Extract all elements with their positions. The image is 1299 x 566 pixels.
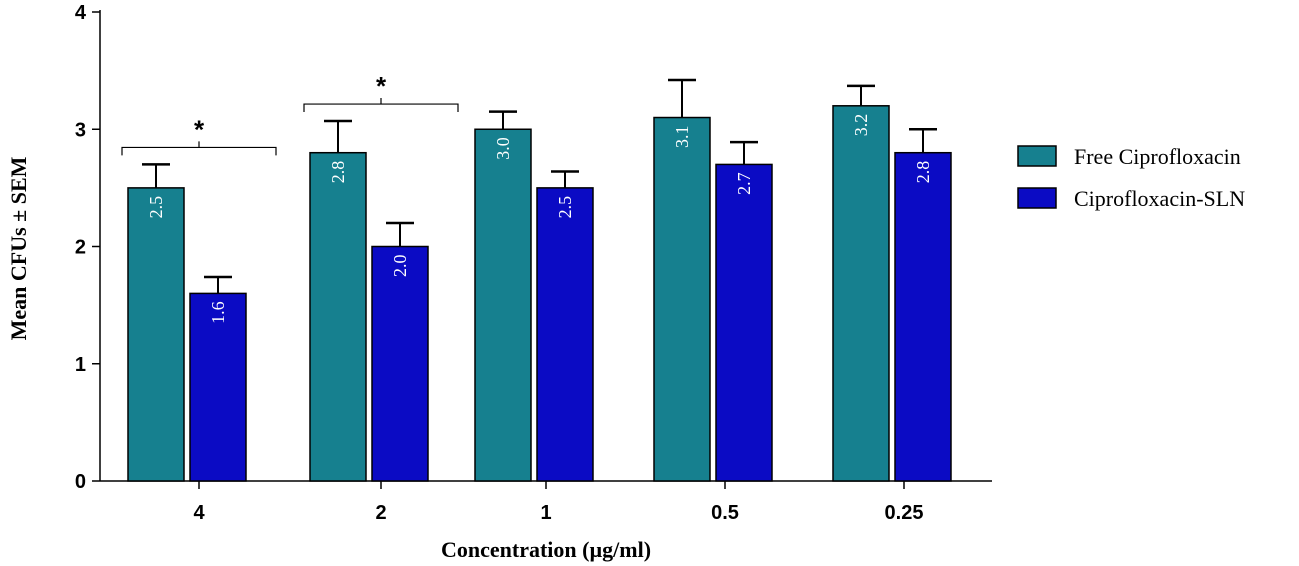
bar-free-ciprofloxacin [309, 151, 367, 482]
significance-bracket [121, 141, 277, 156]
legend-label: Ciprofloxacin-SLN [1074, 186, 1245, 211]
bar-value-label: 2.8 [328, 161, 348, 184]
bar-ciprofloxacin-sln [715, 163, 773, 482]
bar-value-label: 2.8 [913, 161, 933, 184]
bar-value-label: 2.0 [390, 255, 410, 278]
bar-value-label: 1.6 [208, 301, 228, 324]
significance-marker: * [376, 71, 387, 101]
bar-free-ciprofloxacin [127, 187, 185, 482]
bar-value-label: 2.7 [734, 172, 754, 195]
bar-ciprofloxacin-sln [371, 245, 429, 482]
bar-value-label: 2.5 [146, 196, 166, 219]
bar-value-label: 2.5 [555, 196, 575, 219]
x-tick-label: 2 [375, 502, 386, 524]
legend-swatch-ciprofloxacin-sln [1017, 187, 1057, 209]
y-tick-label: 1 [75, 354, 86, 376]
bar-value-label: 3.0 [493, 137, 513, 160]
x-axis-title: Concentration (µg/ml) [441, 537, 651, 562]
bar-value-label: 3.2 [851, 114, 871, 137]
legend-label: Free Ciprofloxacin [1074, 144, 1241, 169]
x-tick-label: 4 [193, 502, 205, 524]
y-tick-label: 4 [75, 2, 87, 24]
bar-value-label: 3.1 [672, 126, 692, 148]
bar-ciprofloxacin-sln [894, 151, 952, 482]
x-tick-label: 1 [540, 502, 551, 524]
bar-ciprofloxacin-sln [189, 292, 247, 482]
y-tick-label: 0 [75, 471, 86, 493]
y-tick-label: 2 [75, 237, 86, 259]
bar-free-ciprofloxacin [832, 105, 890, 482]
y-tick-label: 3 [75, 119, 86, 141]
legend-swatch-free-ciprofloxacin [1017, 145, 1057, 167]
x-tick-label: 0.25 [885, 502, 924, 524]
significance-marker: * [194, 114, 205, 144]
x-tick-label: 0.5 [711, 502, 739, 524]
y-axis-title: Mean CFUs ± SEM [6, 156, 31, 340]
significance-bracket [303, 98, 459, 113]
bar-ciprofloxacin-sln [536, 187, 594, 482]
bar-free-ciprofloxacin [653, 116, 711, 482]
bar-free-ciprofloxacin [474, 128, 532, 482]
